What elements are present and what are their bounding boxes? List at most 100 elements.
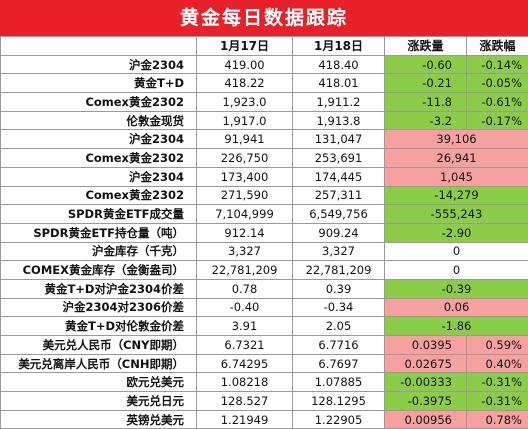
header-date-1: 1月17日 <box>197 37 293 56</box>
row-label: 黄金T+D <box>1 74 197 93</box>
change-value: 0.06 <box>385 298 528 317</box>
value-day-1: 22,781,209 <box>197 261 293 280</box>
header-row: 1月17日 1月18日 涨跌量 涨跌幅 <box>1 37 528 56</box>
header-change: 涨跌量 <box>385 37 467 56</box>
row-label: SPDR黄金ETF成交量 <box>1 205 197 224</box>
value-day-2: 6.7697 <box>293 354 385 373</box>
value-day-1: 0.78 <box>197 279 293 298</box>
row-label: 黄金T+D对伦敦金价差 <box>1 317 197 336</box>
change-percent: 0.78% <box>467 410 528 429</box>
row-label: 美元兑日元 <box>1 392 197 411</box>
row-label: 黄金T+D对沪金2304价差 <box>1 279 197 298</box>
change-value: 0.02675 <box>385 354 467 373</box>
value-day-2: 418.40 <box>293 55 385 74</box>
change-percent: -0.17% <box>467 111 528 130</box>
value-day-2: 1.22905 <box>293 410 385 429</box>
value-day-2: 3,327 <box>293 242 385 261</box>
change-value: -0.00333 <box>385 373 467 392</box>
value-day-1: 3.91 <box>197 317 293 336</box>
row-label: 沪金2304 <box>1 167 197 186</box>
value-day-2: 1,911.2 <box>293 93 385 112</box>
row-label: Comex黄金2302 <box>1 149 197 168</box>
change-value: -14,279 <box>385 186 528 205</box>
value-day-1: 128.527 <box>197 392 293 411</box>
change-value: -555,243 <box>385 205 528 224</box>
row-label: 沪金库存（千克） <box>1 242 197 261</box>
value-day-2: 909.24 <box>293 223 385 242</box>
change-value: -2.90 <box>385 223 528 242</box>
value-day-1: 226,750 <box>197 149 293 168</box>
row-label: Comex黄金2302 <box>1 93 197 112</box>
change-percent: 0.59% <box>467 336 528 355</box>
value-day-1: 1,923.0 <box>197 93 293 112</box>
change-value: 26,941 <box>385 149 528 168</box>
header-date-2: 1月18日 <box>293 37 385 56</box>
value-day-2: 2.05 <box>293 317 385 336</box>
change-percent: -0.14% <box>467 55 528 74</box>
value-day-1: 6.74295 <box>197 354 293 373</box>
row-label: 英镑兑美元 <box>1 410 197 429</box>
change-value: -0.60 <box>385 55 467 74</box>
change-value: 0 <box>385 261 528 280</box>
value-day-1: 173,400 <box>197 167 293 186</box>
value-day-1: 3,327 <box>197 242 293 261</box>
change-value: 0.0395 <box>385 336 467 355</box>
value-day-2: 1.07885 <box>293 373 385 392</box>
change-value: -11.8 <box>385 93 467 112</box>
header-blank <box>1 37 197 56</box>
value-day-2: 1,913.8 <box>293 111 385 130</box>
header-change-pct: 涨跌幅 <box>467 37 528 56</box>
value-day-2: 6,549,756 <box>293 205 385 224</box>
value-day-1: 1.08218 <box>197 373 293 392</box>
change-value: -0.39 <box>385 279 528 298</box>
value-day-1: -0.40 <box>197 298 293 317</box>
row-label: Comex黄金2302 <box>1 186 197 205</box>
change-value: -0.21 <box>385 74 467 93</box>
value-day-1: 912.14 <box>197 223 293 242</box>
change-value: -1.86 <box>385 317 528 336</box>
value-day-1: 418.22 <box>197 74 293 93</box>
row-label: 欧元兑美元 <box>1 373 197 392</box>
value-day-2: 22,781,209 <box>293 261 385 280</box>
change-value: 0 <box>385 242 528 261</box>
change-percent: -0.61% <box>467 93 528 112</box>
value-day-1: 91,941 <box>197 130 293 149</box>
change-value: 39,106 <box>385 130 528 149</box>
value-day-1: 7,104,999 <box>197 205 293 224</box>
value-day-2: 128.1295 <box>293 392 385 411</box>
row-label: 伦敦金现货 <box>1 111 197 130</box>
row-label: SPDR黄金ETF持仓量（吨） <box>1 223 197 242</box>
value-day-2: -0.34 <box>293 298 385 317</box>
sheet-title: 黄金每日数据跟踪 <box>0 0 528 36</box>
value-day-2: 174,445 <box>293 167 385 186</box>
value-day-1: 1,917.0 <box>197 111 293 130</box>
value-day-1: 419.00 <box>197 55 293 74</box>
row-label: 美元兑离岸人民币（CNH即期） <box>1 354 197 373</box>
row-label: 沪金2304 <box>1 55 197 74</box>
row-label: 美元兑人民币（CNY即期） <box>1 336 197 355</box>
change-percent: -0.31% <box>467 392 528 411</box>
change-percent: -0.05% <box>467 74 528 93</box>
